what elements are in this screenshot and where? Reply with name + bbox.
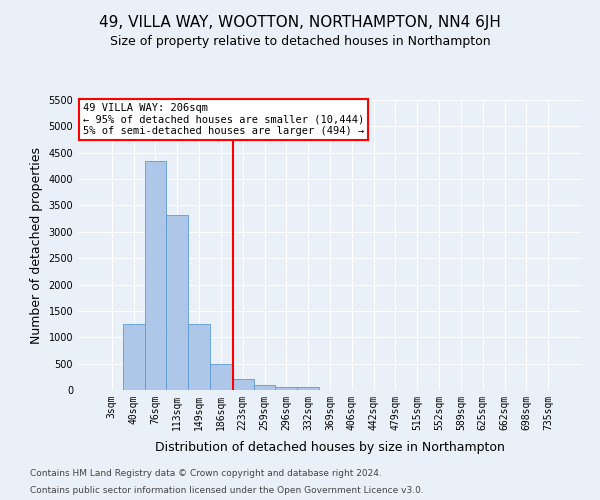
Bar	[188, 324, 210, 390]
Text: Size of property relative to detached houses in Northampton: Size of property relative to detached ho…	[110, 35, 490, 48]
Bar	[210, 364, 232, 390]
Bar	[254, 386, 275, 390]
Text: Contains HM Land Registry data © Crown copyright and database right 2024.: Contains HM Land Registry data © Crown c…	[30, 468, 382, 477]
Text: Distribution of detached houses by size in Northampton: Distribution of detached houses by size …	[155, 441, 505, 454]
Text: Contains public sector information licensed under the Open Government Licence v3: Contains public sector information licen…	[30, 486, 424, 495]
Y-axis label: Number of detached properties: Number of detached properties	[30, 146, 43, 344]
Bar	[145, 160, 166, 390]
Bar	[275, 387, 297, 390]
Bar	[123, 324, 145, 390]
Bar	[166, 216, 188, 390]
Text: 49 VILLA WAY: 206sqm
← 95% of detached houses are smaller (10,444)
5% of semi-de: 49 VILLA WAY: 206sqm ← 95% of detached h…	[83, 103, 364, 136]
Bar	[297, 387, 319, 390]
Text: 49, VILLA WAY, WOOTTON, NORTHAMPTON, NN4 6JH: 49, VILLA WAY, WOOTTON, NORTHAMPTON, NN4…	[99, 15, 501, 30]
Bar	[232, 378, 254, 390]
